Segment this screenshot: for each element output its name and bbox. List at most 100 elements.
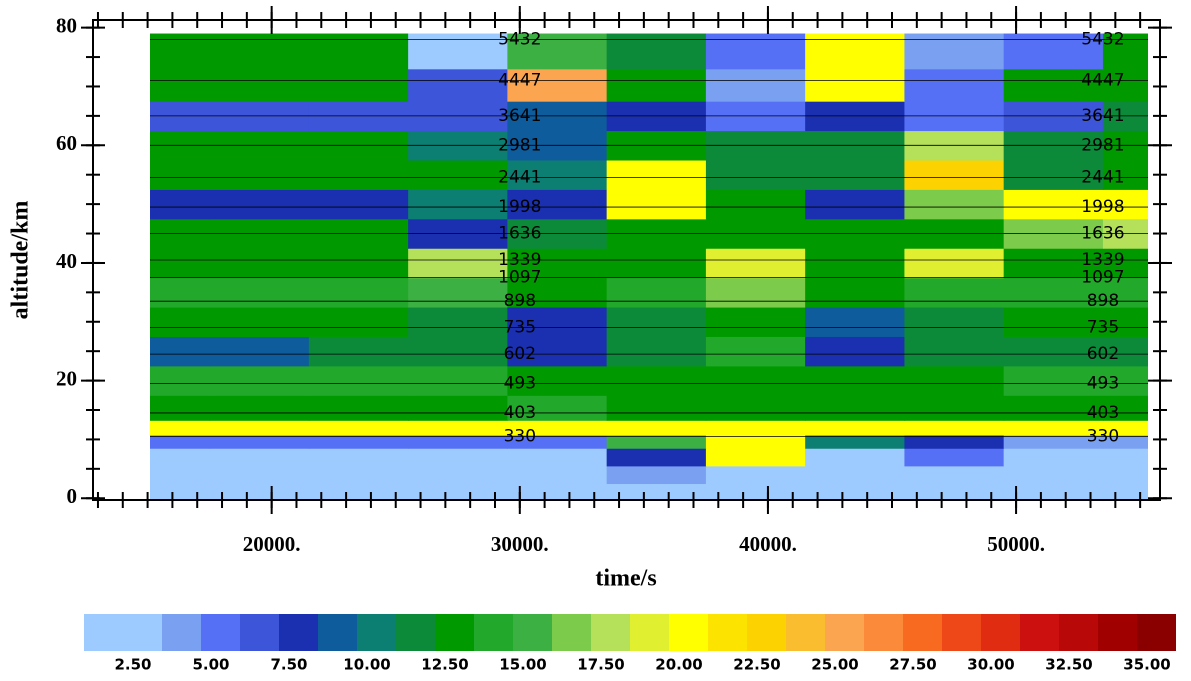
- cell: [705, 483, 806, 500]
- cell: [904, 33, 1005, 70]
- cell: [408, 483, 508, 500]
- cell: [705, 248, 806, 279]
- colorbar-box: [240, 614, 279, 651]
- cell: [606, 365, 707, 396]
- cell: [606, 483, 707, 500]
- cell: [507, 248, 608, 279]
- cell: [1003, 365, 1104, 396]
- cell: [1102, 336, 1148, 367]
- isoline-label: 2981: [1081, 135, 1124, 155]
- cell: [1003, 336, 1104, 367]
- cell: [805, 420, 905, 436]
- cell: [705, 448, 806, 467]
- cell: [1003, 307, 1104, 337]
- cell: [1102, 448, 1148, 467]
- cell: [150, 277, 211, 308]
- cell: [606, 465, 707, 485]
- cell: [1102, 68, 1148, 102]
- isoline-label: 735: [1087, 318, 1119, 338]
- isoline-label: 1097: [498, 268, 541, 288]
- cell: [408, 395, 508, 421]
- cell: [805, 189, 905, 220]
- cell: [606, 395, 707, 421]
- colorbar-label: 20.00: [655, 656, 702, 674]
- cell: [150, 365, 211, 396]
- cell: [904, 277, 1005, 308]
- x-tick-label: 40000.: [739, 532, 797, 556]
- cell: [150, 483, 211, 500]
- cell: [705, 420, 806, 436]
- cell: [606, 307, 707, 337]
- colorbar-box: [1059, 614, 1098, 651]
- cell: [606, 277, 707, 308]
- colorbar-box: [162, 614, 201, 651]
- colorbar-box: [435, 614, 474, 651]
- cell: [209, 307, 310, 337]
- cell: [408, 68, 508, 102]
- cell: [209, 277, 310, 308]
- cell: [507, 483, 608, 500]
- cell: [308, 465, 409, 485]
- cell: [209, 336, 310, 367]
- x-tick-label: 30000.: [491, 532, 549, 556]
- cell: [805, 307, 905, 337]
- colorbar-box: [513, 614, 552, 651]
- cell: [308, 448, 409, 467]
- cell: [904, 435, 1005, 449]
- cell: [507, 435, 608, 449]
- cell: [507, 365, 608, 396]
- cell: [308, 336, 409, 367]
- cell: [705, 336, 806, 367]
- cell: [408, 448, 508, 467]
- cell: [209, 435, 310, 449]
- cell: [150, 307, 211, 337]
- cell: [308, 68, 409, 102]
- cell: [904, 448, 1005, 467]
- cell: [805, 483, 905, 500]
- cell: [507, 277, 608, 308]
- cell: [308, 160, 409, 190]
- colorbar-label: 25.00: [811, 656, 858, 674]
- cell: [1003, 395, 1104, 421]
- cell: [1003, 248, 1104, 279]
- cell: [408, 248, 508, 279]
- colorbar-box: [84, 614, 162, 651]
- isoline-label: 5432: [1081, 29, 1124, 49]
- colorbar-label: 2.50: [114, 656, 151, 674]
- colorbar-box: [708, 614, 747, 651]
- colorbar-box: [786, 614, 825, 651]
- y-tick-label: 20: [56, 366, 77, 390]
- colorbar-box: [630, 614, 669, 651]
- cell: [209, 420, 310, 436]
- cell: [805, 395, 905, 421]
- isoline-label: 2441: [1081, 168, 1124, 188]
- isoline-label: 735: [504, 318, 536, 338]
- y-axis-label: altitude/km: [8, 201, 34, 320]
- cell: [904, 395, 1005, 421]
- cell: [705, 160, 806, 190]
- cell: [209, 483, 310, 500]
- cell: [1102, 420, 1148, 436]
- cell: [150, 68, 211, 102]
- isoline-label: 1097: [1081, 268, 1124, 288]
- isoline-label: 4447: [1081, 71, 1124, 91]
- cell: [408, 336, 508, 367]
- isoline-label: 403: [1087, 403, 1119, 423]
- colorbar-label: 32.50: [1045, 656, 1092, 674]
- cell: [805, 465, 905, 485]
- cell: [308, 435, 409, 449]
- cell: [150, 189, 211, 220]
- cell: [1102, 365, 1148, 396]
- cell: [507, 395, 608, 421]
- cell: [1102, 395, 1148, 421]
- isoline-label: 4447: [498, 71, 541, 91]
- colorbar-label: 35.00: [1123, 656, 1170, 674]
- cell: [209, 68, 310, 102]
- cell: [507, 68, 608, 102]
- cell: [904, 189, 1005, 220]
- colorbar-box: [1098, 614, 1137, 651]
- cell: [1003, 448, 1104, 467]
- isoline-label: 1636: [498, 224, 541, 244]
- colorbar-box: [747, 614, 786, 651]
- cell: [1003, 420, 1104, 436]
